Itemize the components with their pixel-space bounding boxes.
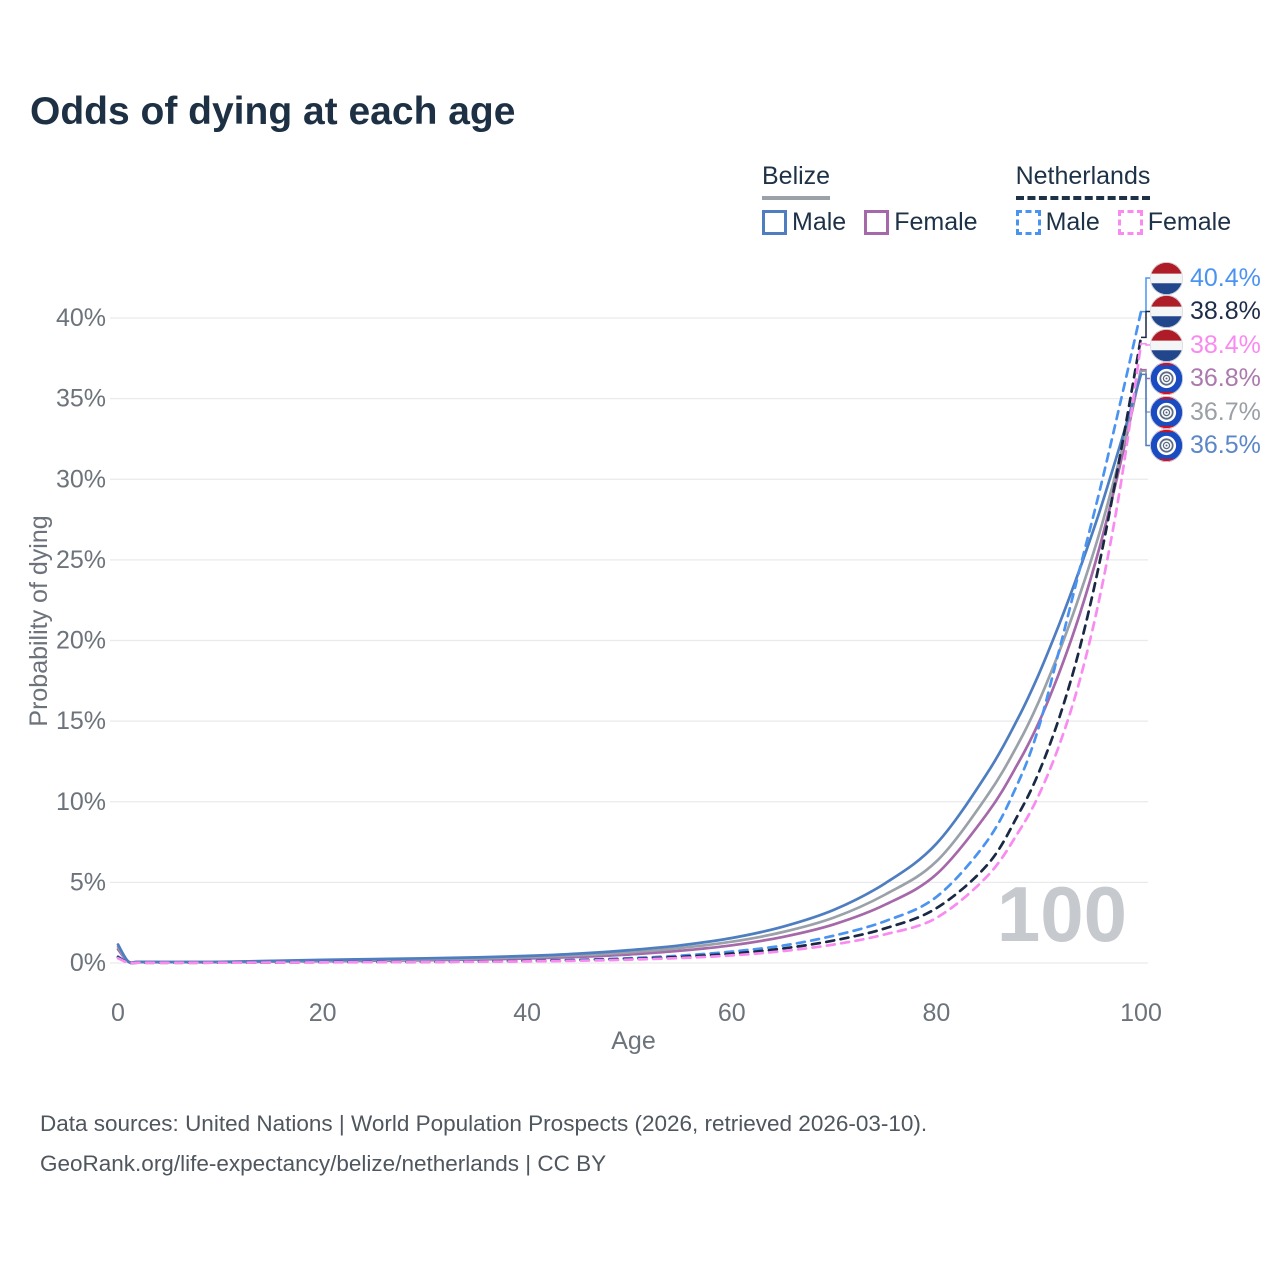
end-value-label: 38.8% xyxy=(1190,297,1261,325)
legend-swatch-netherlands-male-icon xyxy=(1015,210,1041,235)
age-watermark: 100 xyxy=(997,870,1127,958)
legend-label-netherlands-male: Male xyxy=(1045,208,1100,236)
x-tick-label: 40 xyxy=(513,999,541,1027)
x-tick-label: 80 xyxy=(922,999,950,1027)
footer: Data sources: United Nations | World Pop… xyxy=(40,1104,927,1184)
legend-group-belize: Belize Male Female xyxy=(762,162,978,237)
series-line-netherlands-female[interactable] xyxy=(116,342,1143,965)
end-label-belize-male: 36.5% xyxy=(1150,429,1261,462)
end-value-label: 36.5% xyxy=(1190,431,1261,459)
y-axis-title: Probability of dying xyxy=(25,515,53,726)
end-label-netherlands-both-sexes: 38.8% xyxy=(1150,295,1261,328)
netherlands-flag-icon xyxy=(1150,295,1183,328)
footer-data-sources: Data sources: United Nations | World Pop… xyxy=(40,1111,928,1136)
footer-attribution: GeoRank.org/life-expectancy/belize/nethe… xyxy=(40,1151,607,1176)
legend-country-belize[interactable]: Belize xyxy=(762,162,831,200)
y-tick-label: 5% xyxy=(70,868,106,896)
belize-flag-icon xyxy=(1150,429,1183,462)
leader-line xyxy=(1141,343,1150,346)
legend-items-netherlands: Male Female xyxy=(1015,208,1232,237)
legend-item-belize-male[interactable]: Male xyxy=(762,208,846,237)
end-label-netherlands-female: 38.4% xyxy=(1150,328,1261,362)
leader-line xyxy=(1141,310,1150,339)
y-tick-label: 40% xyxy=(56,304,106,332)
netherlands-flag-icon xyxy=(1150,328,1183,362)
x-tick-label: 60 xyxy=(718,999,746,1027)
y-tick-label: 35% xyxy=(56,385,106,413)
x-tick-label: 0 xyxy=(111,999,125,1027)
end-label-netherlands-male: 40.4% xyxy=(1150,261,1261,295)
legend-item-netherlands-male[interactable]: Male xyxy=(1015,208,1100,237)
end-value-label: 38.4% xyxy=(1190,330,1261,359)
x-tick-label: 100 xyxy=(1120,999,1162,1027)
end-value-label: 36.7% xyxy=(1190,397,1261,426)
legend-items-belize: Male Female xyxy=(762,208,978,237)
netherlands-flag-icon xyxy=(1150,261,1183,295)
leader-line xyxy=(1141,277,1150,313)
legend-label-belize-male: Male xyxy=(792,208,847,236)
legend-label-belize-female: Female xyxy=(894,208,978,236)
leader-line xyxy=(1141,373,1150,447)
y-tick-label: 0% xyxy=(70,949,106,977)
legend-country-netherlands[interactable]: Netherlands xyxy=(1015,162,1151,200)
y-tick-label: 20% xyxy=(56,627,106,655)
end-value-label: 40.4% xyxy=(1190,263,1261,292)
x-axis-title: Age xyxy=(611,1027,655,1055)
end-label-belize-both-sexes: 36.7% xyxy=(1150,395,1261,429)
legend-item-netherlands-female[interactable]: Female xyxy=(1117,208,1232,237)
legend-label-netherlands-female: Female xyxy=(1147,208,1232,236)
belize-flag-icon xyxy=(1150,362,1183,395)
page-title: Odds of dying at each age xyxy=(30,90,516,133)
legend-swatch-belize-male-icon xyxy=(762,210,787,235)
series-line-netherlands-both-sexes[interactable] xyxy=(116,336,1143,965)
y-tick-label: 25% xyxy=(56,546,106,574)
series-line-belize-female[interactable] xyxy=(116,368,1143,965)
legend-group-netherlands: Netherlands Male Female xyxy=(1015,162,1232,237)
legend-item-belize-female[interactable]: Female xyxy=(864,208,978,237)
end-value-label: 36.8% xyxy=(1190,364,1261,392)
legend: Belize Male Female Netherlands Male xyxy=(762,162,1231,237)
legend-swatch-netherlands-female-icon xyxy=(1117,210,1143,235)
x-tick-label: 20 xyxy=(309,999,337,1027)
y-tick-label: 30% xyxy=(56,465,106,493)
legend-swatch-belize-female-icon xyxy=(864,210,890,235)
belize-flag-icon xyxy=(1150,395,1183,429)
plot-area[interactable]: 0% 5% 10% 15% 20% 25% 30% 35% 40% 0 20 40 60 80 100 Age… xyxy=(0,0,1280,1090)
y-tick-label: 15% xyxy=(56,707,106,735)
y-tick-label: 10% xyxy=(56,788,106,816)
end-label-belize-female: 36.8% xyxy=(1150,362,1261,395)
